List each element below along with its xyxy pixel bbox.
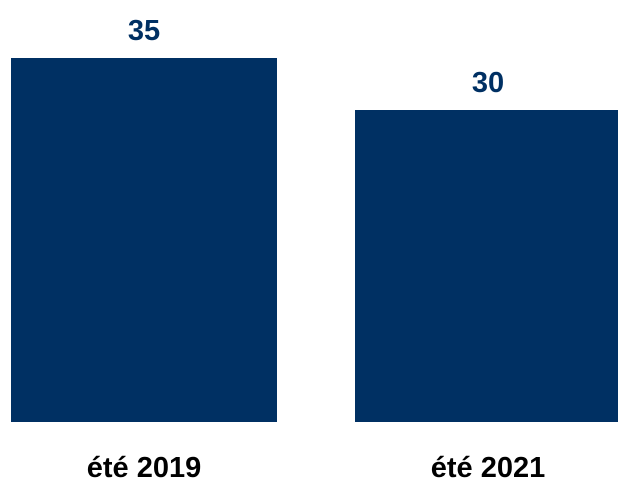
value-labels-group: 35 30 (128, 15, 504, 99)
bar--t-2019 (11, 58, 277, 422)
value-label--t-2021: 30 (472, 67, 504, 99)
category-labels-group: été 2019 été 2021 (87, 452, 546, 484)
value-label--t-2019: 35 (128, 15, 160, 47)
bars-group (11, 58, 618, 422)
category-label--t-2021: été 2021 (431, 452, 546, 484)
bar--t-2021 (355, 110, 618, 422)
category-label--t-2019: été 2019 (87, 452, 202, 484)
